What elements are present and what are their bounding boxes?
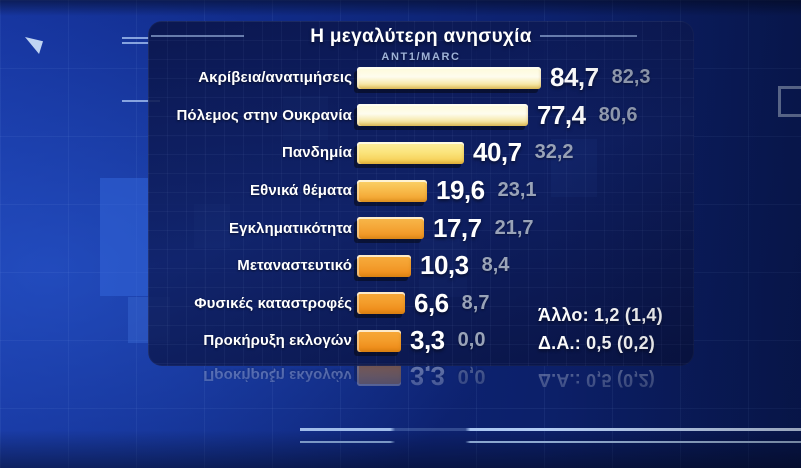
reflected-bar [357, 364, 401, 387]
value-current: 40,7 [473, 137, 522, 168]
value-previous: 21,7 [494, 216, 534, 239]
bar [357, 141, 464, 164]
bar-row: Εθνικά θέματα 19,6 23,1 [148, 172, 694, 210]
value-current: 3,3 [410, 325, 445, 356]
value-current: 19,6 [436, 175, 485, 206]
tick-line [122, 37, 149, 39]
value-previous: 23,1 [497, 179, 537, 202]
value-previous: 82,3 [611, 66, 651, 89]
bar [357, 329, 401, 352]
bar-row: Εγκληματικότητα 17,7 21,7 [148, 209, 694, 247]
note-dk: Δ.Α.: 0,5 (0,2) [538, 333, 655, 353]
panel-reflection: Προκήρυξη εκλογών 3,3 0,0 Δ.Α.: 0,5 (0,2… [148, 361, 694, 434]
reflection-inner: Προκήρυξη εκλογών 3,3 0,0 Δ.Α.: 0,5 (0,2… [148, 361, 694, 434]
category-label: Εγκληματικότητα [229, 219, 352, 237]
value-current: 84,7 [550, 62, 599, 93]
bar-row: Μεταναστευτικό 10,3 8,4 [148, 247, 694, 285]
value-previous: 8,7 [461, 291, 490, 314]
value-current: 10,3 [420, 250, 469, 281]
bar [357, 217, 424, 240]
reflected-category-label: Προκήρυξη εκλογών [203, 366, 352, 384]
category-label: Πανδημία [281, 144, 352, 162]
reflected-value-previous: 0,0 [457, 364, 486, 387]
bar-row: Πανδημία 40,7 32,2 [148, 134, 694, 172]
category-label: Μεταναστευτικό [237, 257, 352, 275]
chart-title: Η μεγαλύτερη ανησυχία [310, 26, 532, 47]
tick-line [122, 42, 149, 44]
divider-line [300, 441, 801, 443]
value-previous: 32,2 [534, 141, 574, 164]
value-current: 77,4 [537, 99, 586, 130]
bar [357, 254, 411, 277]
category-label: Προκήρυξη εκλογών [203, 332, 352, 350]
value-previous: 80,6 [598, 103, 638, 126]
reflected-note-dk: Δ.Α.: 0,5 (0,2) [538, 370, 655, 390]
decor-square [100, 178, 148, 296]
footnotes: Άλλο: 1,2 (1,4) Δ.Α.: 0,5 (0,2) [538, 301, 663, 357]
divider-line [300, 428, 801, 431]
value-current: 6,6 [414, 287, 449, 318]
bar [357, 179, 427, 202]
category-label: Πόλεμος στην Ουκρανία [176, 106, 352, 124]
category-label: Ακρίβεια/ανατιμήσεις [198, 69, 352, 87]
chart-panel: Η μεγαλύτερη ανησυχία ANT1/MARC Ακρίβεια… [148, 21, 694, 366]
bar [357, 104, 528, 127]
value-current: 17,7 [433, 212, 482, 243]
bar [357, 292, 405, 315]
note-other: Άλλο: 1,2 (1,4) [538, 305, 663, 325]
bar-row: Πόλεμος στην Ουκρανία 77,4 80,6 [148, 97, 694, 135]
bar-row: Ακρίβεια/ανατιμήσεις 84,7 82,3 [148, 59, 694, 97]
frame-square-outline [778, 86, 801, 117]
value-previous: 0,0 [457, 329, 486, 352]
bar [357, 66, 541, 89]
value-previous: 8,4 [481, 254, 510, 277]
category-label: Εθνικά θέματα [250, 181, 352, 199]
category-label: Φυσικές καταστροφές [194, 294, 352, 312]
